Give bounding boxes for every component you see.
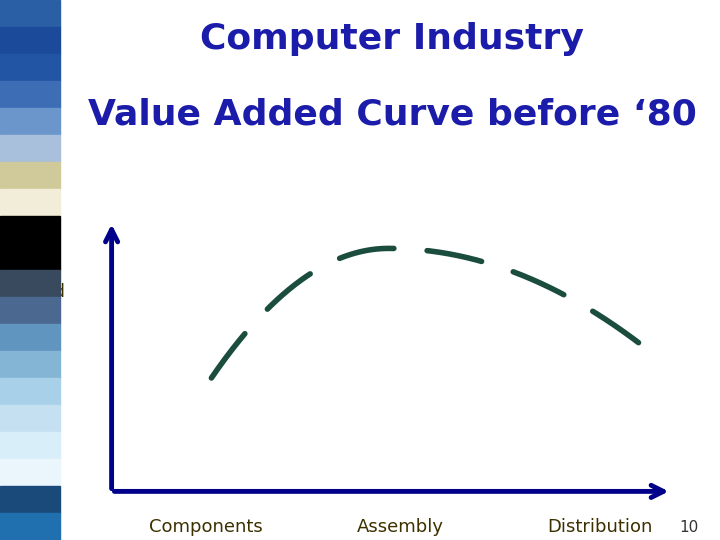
- Text: Value
Added: Value Added: [13, 262, 66, 301]
- Text: Components: Components: [149, 518, 263, 536]
- Text: Value Added Curve before ‘80: Value Added Curve before ‘80: [88, 97, 697, 131]
- Text: Computer Industry: Computer Industry: [200, 22, 585, 56]
- Text: Distribution: Distribution: [546, 518, 652, 536]
- Text: 10: 10: [679, 519, 698, 535]
- Text: Assembly: Assembly: [356, 518, 444, 536]
